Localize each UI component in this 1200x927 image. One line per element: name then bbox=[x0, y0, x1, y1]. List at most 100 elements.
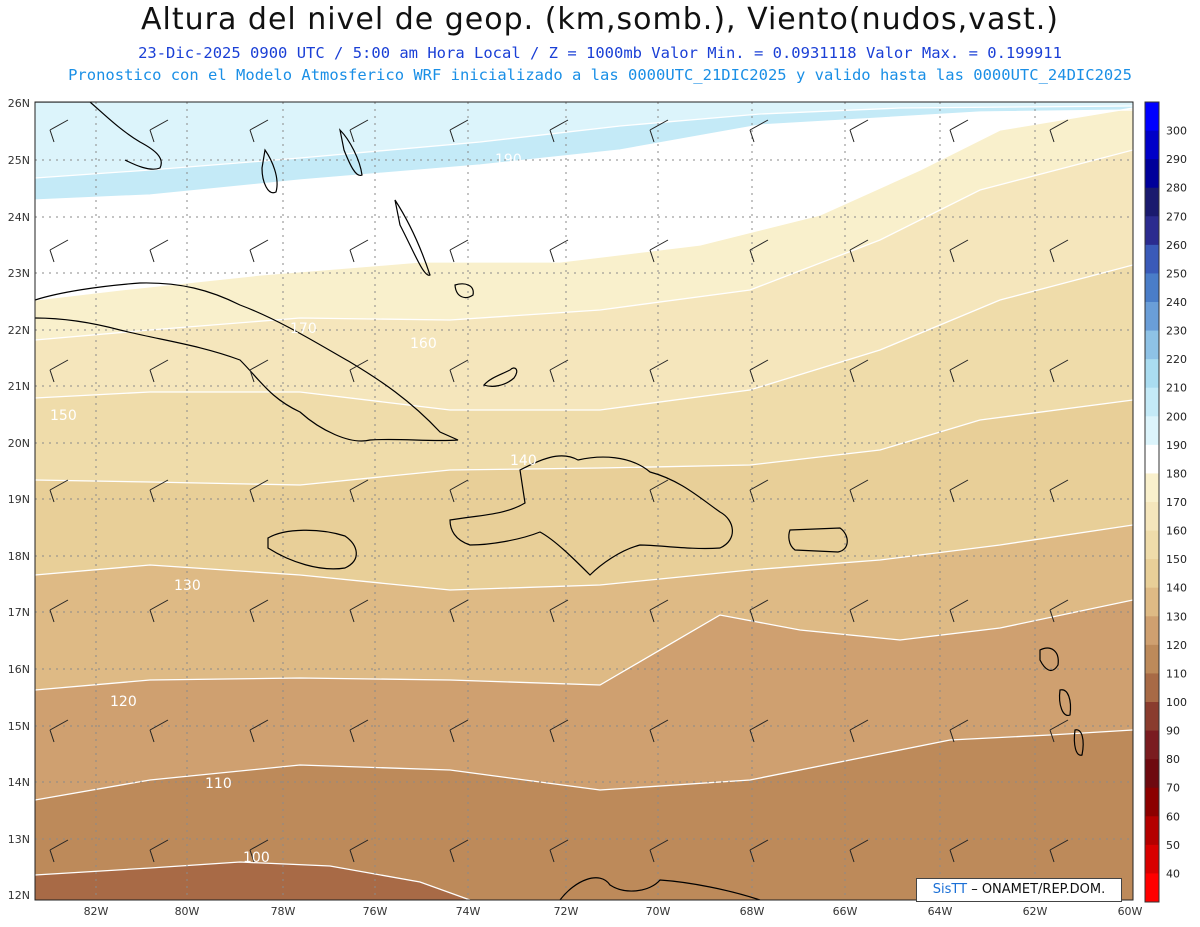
lon-label: 66W bbox=[833, 905, 858, 918]
contour-label: 110 bbox=[205, 776, 232, 792]
colorbar-label: 190 bbox=[1166, 439, 1187, 452]
lon-label: 70W bbox=[646, 905, 671, 918]
lat-lon-grid bbox=[35, 102, 1133, 900]
contour-label: 190 bbox=[495, 152, 522, 168]
colorbar-swatch bbox=[1145, 159, 1159, 189]
colorbar-swatch bbox=[1145, 273, 1159, 303]
bahamas-long-island bbox=[394, 199, 431, 276]
credit-brand: SisTT bbox=[932, 882, 968, 897]
colorbar-label: 120 bbox=[1166, 639, 1187, 652]
colorbar-label: 40 bbox=[1166, 867, 1180, 880]
colorbar-swatch bbox=[1145, 330, 1159, 360]
colorbar-swatch bbox=[1145, 787, 1159, 817]
lon-label: 78W bbox=[271, 905, 296, 918]
colorbar-label: 220 bbox=[1166, 353, 1187, 366]
lat-label: 12N bbox=[8, 889, 30, 902]
colorbar-label: 70 bbox=[1166, 782, 1180, 795]
colorbar-swatch bbox=[1145, 644, 1159, 674]
colorbar-swatch bbox=[1145, 873, 1159, 903]
lon-label: 62W bbox=[1023, 905, 1048, 918]
south-america-coast bbox=[559, 877, 761, 900]
contour-label: 100 bbox=[243, 850, 270, 866]
colorbar-swatch bbox=[1145, 473, 1159, 503]
lat-label: 23N bbox=[8, 267, 30, 280]
lat-label: 16N bbox=[8, 663, 30, 676]
colorbar-label: 50 bbox=[1166, 839, 1180, 852]
colorbar-swatch bbox=[1145, 559, 1159, 589]
colorbar-label: 100 bbox=[1166, 696, 1187, 709]
lon-label: 76W bbox=[363, 905, 388, 918]
colorbar-label: 230 bbox=[1166, 325, 1187, 338]
color-scale-bar: 300 290 280 270 260 250 240 230 220 210 200 190 180 1… bbox=[1144, 101, 1187, 903]
colorbar-swatch bbox=[1145, 673, 1159, 703]
colorbar-swatch bbox=[1145, 616, 1159, 646]
lon-label: 82W bbox=[84, 905, 109, 918]
colorbar-swatch bbox=[1145, 359, 1159, 389]
colorbar-swatch bbox=[1145, 302, 1159, 332]
map-area: 190 180 170 160 150 140 130 120 110 100 bbox=[35, 102, 1133, 900]
band-100 bbox=[35, 862, 470, 900]
colorbar-swatch bbox=[1145, 102, 1159, 132]
colorbar-label: 290 bbox=[1166, 153, 1187, 166]
colorbar-swatch bbox=[1145, 244, 1159, 274]
hispaniola-coast bbox=[449, 455, 733, 576]
lesser-antilles-guadeloupe bbox=[1039, 647, 1059, 672]
lesser-antilles-martinique bbox=[1058, 689, 1072, 716]
colorbar-label: 260 bbox=[1166, 239, 1187, 252]
contour-label: 140 bbox=[510, 453, 537, 469]
colorbar-swatch bbox=[1145, 187, 1159, 217]
contour-label: 120 bbox=[110, 694, 137, 710]
colorbar-label: 130 bbox=[1166, 610, 1187, 623]
colorbar-swatch bbox=[1145, 216, 1159, 246]
colorbar-swatch bbox=[1145, 702, 1159, 732]
band-190 bbox=[35, 102, 1133, 178]
contour-label: 150 bbox=[50, 408, 77, 424]
colorbar-label: 180 bbox=[1166, 467, 1187, 480]
colorbar-swatch bbox=[1145, 502, 1159, 532]
bahamas-eleuthera bbox=[339, 128, 363, 176]
jamaica-coast bbox=[267, 529, 357, 570]
caicos bbox=[482, 367, 518, 387]
lat-label: 25N bbox=[8, 154, 30, 167]
colorbar-swatch bbox=[1145, 759, 1159, 789]
model-info-line: Pronostico con el Modelo Atmosferico WRF… bbox=[68, 66, 1132, 84]
colorbar-label: 300 bbox=[1166, 125, 1187, 138]
longitude-labels: 82W 80W 78W 76W 74W 72W 70W 68W 66W 64W … bbox=[84, 905, 1143, 918]
contour-value-labels: 190 180 170 160 150 140 130 120 110 100 bbox=[50, 152, 695, 866]
colorbar-swatch bbox=[1145, 387, 1159, 417]
colorbar-label: 170 bbox=[1166, 496, 1187, 509]
wind-barbs bbox=[49, 119, 1069, 863]
colorbar-label: 280 bbox=[1166, 182, 1187, 195]
colorbar-label: 240 bbox=[1166, 296, 1187, 309]
colorbar-swatch bbox=[1145, 530, 1159, 560]
credit-text: – ONAMET/REP.DOM. bbox=[967, 882, 1106, 897]
lat-label: 19N bbox=[8, 493, 30, 506]
lat-label: 22N bbox=[8, 324, 30, 337]
contour-label: 170 bbox=[290, 321, 317, 337]
lat-label: 20N bbox=[8, 437, 30, 450]
lat-label: 24N bbox=[8, 211, 30, 224]
band-110 bbox=[35, 730, 1133, 900]
colorbar-label: 160 bbox=[1166, 525, 1187, 538]
colorbar-swatch bbox=[1145, 816, 1159, 846]
lat-label: 14N bbox=[8, 776, 30, 789]
coastlines bbox=[35, 102, 1084, 900]
lon-label: 80W bbox=[175, 905, 200, 918]
lat-label: 21N bbox=[8, 380, 30, 393]
lon-label: 72W bbox=[554, 905, 579, 918]
contour-lines bbox=[35, 105, 1133, 900]
colorbar-label: 210 bbox=[1166, 382, 1187, 395]
colorbar-swatch bbox=[1145, 844, 1159, 874]
colorbar-label: 150 bbox=[1166, 553, 1187, 566]
map-title: Altura del nivel de geop. (km,somb.), Vi… bbox=[141, 2, 1059, 37]
colorbar-swatch bbox=[1145, 730, 1159, 760]
colorbar-frame bbox=[1144, 101, 1160, 903]
colorbar-swatch bbox=[1145, 587, 1159, 617]
colorbar-label: 90 bbox=[1166, 725, 1180, 738]
lat-label: 18N bbox=[8, 550, 30, 563]
colorbar-swatch bbox=[1145, 416, 1159, 446]
colorbar-label: 140 bbox=[1166, 582, 1187, 595]
puerto-rico-coast bbox=[788, 527, 848, 553]
great-inagua bbox=[454, 283, 474, 299]
